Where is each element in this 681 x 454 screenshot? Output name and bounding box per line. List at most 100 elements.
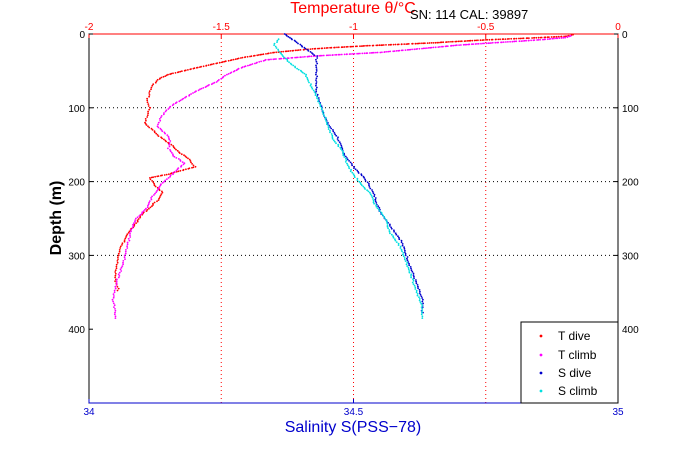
- data-point: [179, 159, 182, 161]
- data-point: [411, 42, 413, 45]
- data-point: [295, 56, 298, 59]
- data-point: [342, 151, 345, 154]
- data-point: [401, 250, 403, 253]
- data-point: [152, 202, 154, 205]
- data-point: [369, 187, 372, 190]
- data-point: [294, 65, 296, 68]
- data-point: [452, 44, 455, 47]
- data-point: [151, 205, 153, 208]
- data-point: [148, 200, 151, 203]
- data-point: [555, 35, 558, 38]
- data-point: [300, 56, 302, 58]
- data-point: [123, 254, 126, 257]
- data-point: [374, 198, 377, 201]
- data-point: [160, 129, 163, 131]
- data-point: [147, 105, 150, 107]
- data-point: [153, 184, 156, 187]
- data-point: [154, 192, 156, 195]
- data-point: [156, 175, 159, 178]
- data-point: [139, 216, 142, 219]
- data-point: [343, 53, 346, 56]
- data-point: [126, 243, 129, 246]
- data-point: [124, 237, 127, 240]
- data-point: [386, 50, 388, 53]
- data-point: [566, 35, 569, 38]
- data-point: [157, 199, 160, 202]
- data-point: [121, 265, 124, 267]
- data-point: [340, 46, 343, 49]
- data-point: [158, 118, 161, 120]
- data-point: [324, 116, 327, 119]
- data-point: [222, 75, 225, 78]
- data-point: [421, 42, 423, 45]
- data-point: [296, 67, 298, 70]
- data-point: [314, 92, 317, 95]
- data-point: [337, 143, 340, 146]
- data-point: [178, 100, 181, 103]
- data-point: [136, 216, 139, 219]
- data-point: [262, 53, 265, 56]
- data-point: [244, 56, 246, 59]
- data-point: [490, 42, 492, 44]
- data-point: [147, 112, 150, 115]
- data-point: [307, 50, 310, 52]
- data-point: [432, 46, 435, 49]
- data-point: [138, 215, 141, 217]
- data-point: [119, 268, 122, 271]
- data-point: [168, 145, 171, 148]
- data-point: [403, 247, 406, 250]
- data-point: [397, 244, 400, 247]
- data-point: [241, 56, 244, 59]
- data-point: [376, 207, 379, 210]
- data-point: [366, 52, 369, 54]
- data-point: [404, 251, 406, 254]
- data-point: [416, 48, 419, 50]
- data-point: [256, 61, 258, 64]
- data-point: [389, 232, 391, 235]
- data-point: [476, 43, 478, 45]
- data-point: [117, 252, 120, 255]
- data-point: [418, 47, 421, 50]
- data-point: [342, 154, 345, 157]
- data-point: [116, 289, 119, 292]
- data-point: [341, 149, 344, 152]
- data-point: [160, 116, 162, 119]
- data-point: [150, 176, 153, 179]
- data-point: [185, 95, 188, 98]
- data-point: [408, 262, 410, 265]
- data-point: [169, 73, 172, 76]
- data-point: [134, 219, 137, 222]
- data-point: [303, 72, 306, 75]
- data-point: [359, 52, 361, 55]
- data-point: [360, 174, 363, 177]
- data-point: [389, 225, 391, 227]
- data-point: [142, 210, 145, 213]
- data-point: [332, 130, 335, 133]
- data-point: [118, 250, 121, 253]
- data-point: [221, 61, 223, 64]
- data-point: [378, 44, 381, 47]
- data-point: [192, 92, 194, 94]
- data-point: [569, 35, 572, 37]
- data-point: [448, 41, 450, 43]
- data-point: [533, 37, 535, 39]
- data-series: [111, 33, 574, 319]
- data-point: [115, 263, 118, 266]
- data-point: [151, 180, 154, 182]
- data-point: [149, 177, 151, 179]
- data-point: [421, 47, 423, 50]
- data-point: [113, 304, 116, 307]
- data-point: [315, 84, 317, 87]
- data-point: [349, 170, 352, 173]
- data-point: [299, 49, 302, 51]
- data-point: [401, 49, 404, 52]
- data-point: [315, 73, 317, 76]
- data-point: [454, 40, 457, 43]
- data-point: [337, 139, 340, 142]
- data-point: [181, 161, 184, 164]
- data-point: [209, 63, 212, 66]
- data-point: [208, 84, 210, 86]
- data-point: [322, 110, 324, 112]
- data-point: [393, 230, 395, 233]
- data-point: [422, 302, 424, 305]
